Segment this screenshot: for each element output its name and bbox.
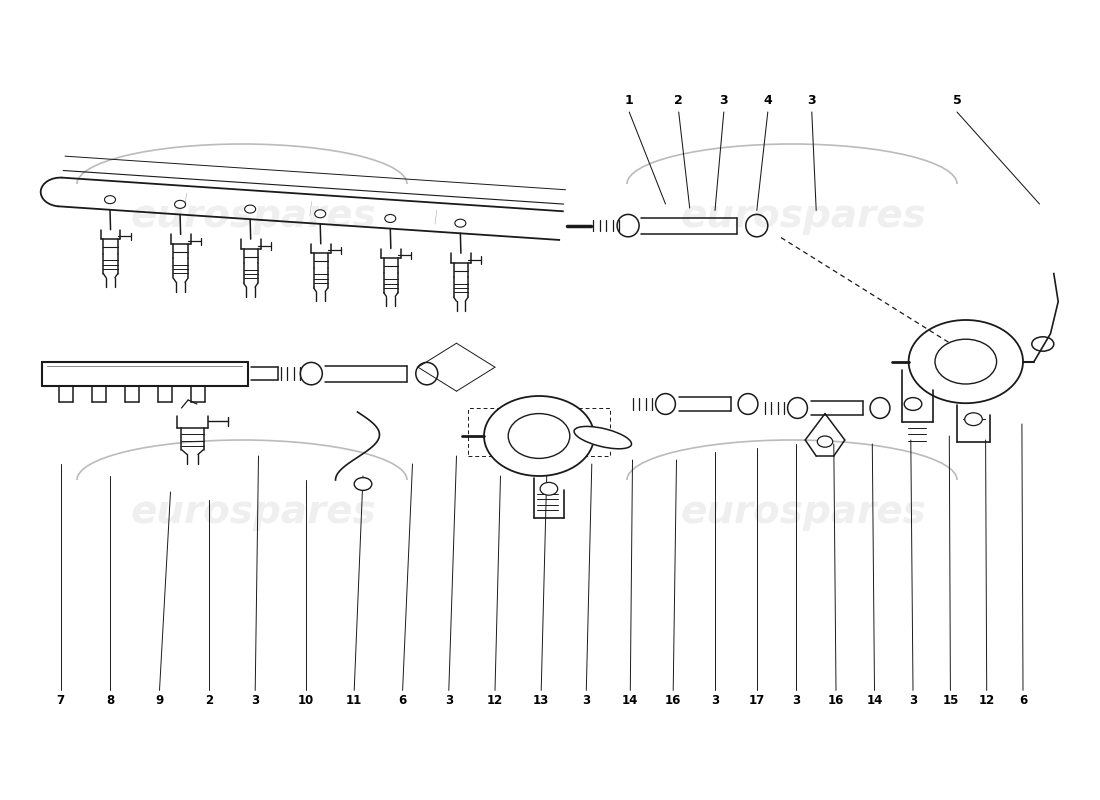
Text: 1: 1	[625, 94, 634, 106]
Circle shape	[965, 413, 982, 426]
Text: 14: 14	[867, 694, 882, 706]
Circle shape	[904, 398, 922, 410]
Circle shape	[935, 339, 997, 384]
Text: 4: 4	[763, 94, 772, 106]
Text: 11: 11	[346, 694, 362, 706]
Text: 17: 17	[749, 694, 764, 706]
Circle shape	[508, 414, 570, 458]
Text: 8: 8	[106, 694, 114, 706]
Text: 15: 15	[943, 694, 958, 706]
Circle shape	[315, 210, 326, 218]
Circle shape	[354, 478, 372, 490]
Text: eurospares: eurospares	[130, 493, 376, 531]
Circle shape	[175, 200, 186, 208]
Text: 6: 6	[398, 694, 407, 706]
Text: 12: 12	[487, 694, 503, 706]
Text: 16: 16	[666, 694, 681, 706]
Text: 3: 3	[251, 694, 260, 706]
Circle shape	[104, 196, 116, 204]
Text: 7: 7	[56, 694, 65, 706]
Text: 3: 3	[807, 94, 816, 106]
Text: 2: 2	[205, 694, 213, 706]
Text: 3: 3	[792, 694, 801, 706]
Circle shape	[909, 320, 1023, 403]
Circle shape	[244, 205, 255, 213]
Circle shape	[817, 436, 833, 447]
Text: 14: 14	[623, 694, 638, 706]
Circle shape	[455, 219, 466, 227]
Text: 12: 12	[979, 694, 994, 706]
Text: 3: 3	[719, 94, 728, 106]
Text: 5: 5	[953, 94, 961, 106]
Ellipse shape	[574, 426, 631, 449]
Circle shape	[484, 396, 594, 476]
Text: eurospares: eurospares	[680, 197, 926, 235]
Text: eurospares: eurospares	[680, 493, 926, 531]
Circle shape	[385, 214, 396, 222]
Text: 3: 3	[582, 694, 591, 706]
Text: 9: 9	[155, 694, 164, 706]
Text: 3: 3	[711, 694, 719, 706]
Text: 10: 10	[298, 694, 314, 706]
Text: 16: 16	[828, 694, 844, 706]
Text: 3: 3	[909, 694, 917, 706]
Text: eurospares: eurospares	[130, 197, 376, 235]
Text: 2: 2	[674, 94, 683, 106]
Text: 3: 3	[444, 694, 453, 706]
Text: 13: 13	[534, 694, 549, 706]
Text: 6: 6	[1019, 694, 1027, 706]
Circle shape	[540, 482, 558, 495]
